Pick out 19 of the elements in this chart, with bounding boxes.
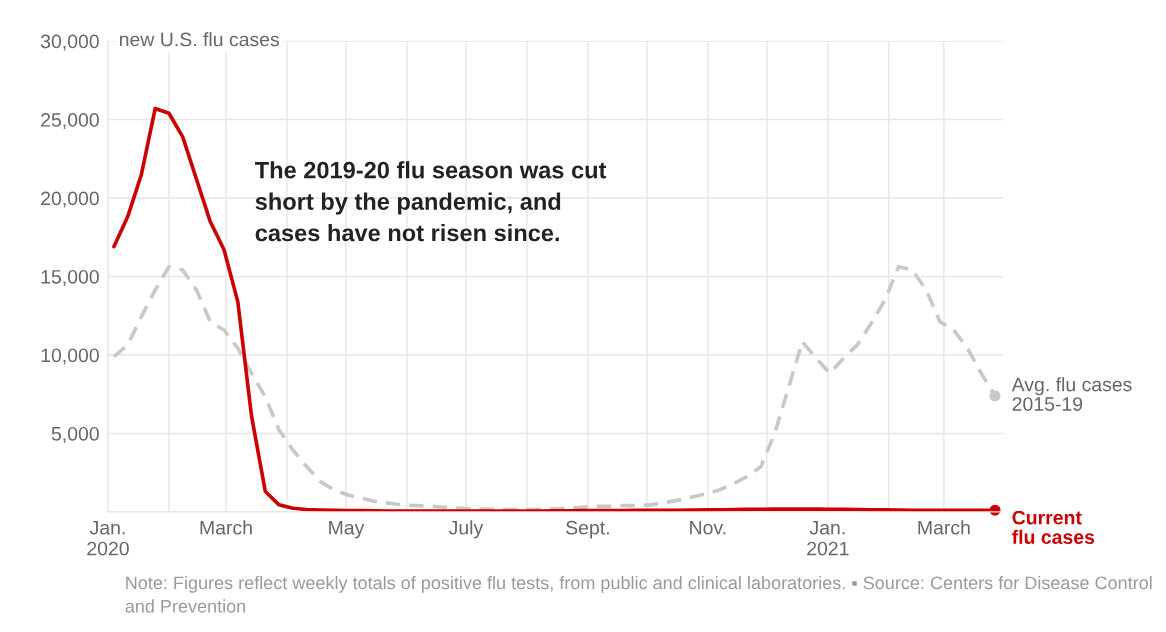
y-tick-label: 5,000 — [51, 426, 99, 443]
x-tick-label: March — [918, 520, 970, 535]
y-axis-title: new U.S. flu cases — [120, 32, 280, 47]
annotation: The 2019-20 flu season was cut short by the pandemic, and cases have not risen since. — [255, 161, 607, 242]
y-tick-label: 30,000 — [40, 34, 99, 51]
series-label: Avg. flu cases 2015-19 — [1011, 377, 1132, 411]
x-tick-label: Jan. 2020 — [87, 520, 129, 556]
y-tick-label: 10,000 — [41, 348, 99, 365]
x-tick-label: Nov. — [690, 520, 726, 535]
x-tick-label: Sept. — [566, 520, 609, 539]
y-tick-label: 15,000 — [41, 269, 99, 287]
text: Note: Figures reflect weekly totals of positive flu tests, from public and clinical laboratories. ▪ Source: Centers for Disease Control and Prevention — [125, 576, 1152, 613]
x-tick-label: July — [448, 520, 484, 539]
x-tick-label: Jan. 2021 — [807, 520, 849, 556]
y-tick-label: 20,000 — [41, 191, 99, 208]
x-tick-label: March — [200, 520, 252, 535]
series-label: Current flu cases — [1012, 510, 1095, 545]
y-tick-label: 25,000 — [41, 113, 99, 130]
x-tick-label: May — [329, 520, 365, 539]
